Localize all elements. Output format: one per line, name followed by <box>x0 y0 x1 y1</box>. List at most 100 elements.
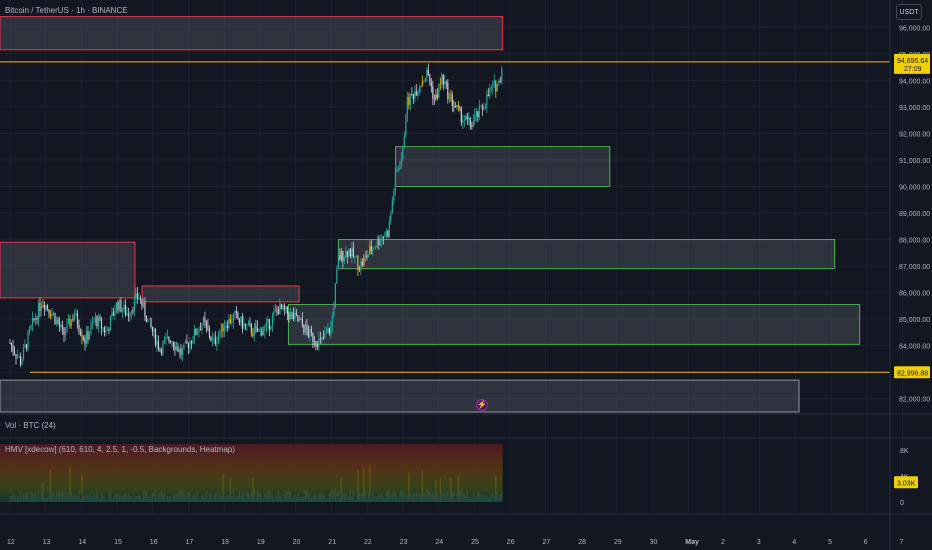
candle-body <box>184 341 187 344</box>
candle-body <box>366 255 368 258</box>
candle-body <box>109 316 112 331</box>
candle-body <box>249 323 251 325</box>
hmv-pane-label: HMV [xdecow] (610, 610, 4, 2.5, 1, -0.5,… <box>5 445 235 454</box>
candle-body <box>327 328 329 333</box>
candle-body <box>139 297 142 300</box>
candle-body <box>433 98 435 100</box>
candle-body <box>363 257 365 265</box>
candle-body <box>364 255 366 258</box>
candle-body <box>96 316 98 327</box>
candle-body <box>81 334 83 338</box>
candle-body <box>424 78 426 82</box>
candle-body <box>483 108 485 110</box>
candle-body <box>88 333 91 340</box>
candle-body <box>418 87 420 92</box>
candle-body <box>274 309 276 312</box>
candle-body <box>456 105 458 108</box>
candle-body <box>328 328 330 334</box>
y-tick-label: 92,000.00 <box>899 131 930 138</box>
candle-body <box>412 94 414 99</box>
candle-body <box>406 97 408 115</box>
candle-body <box>219 332 221 336</box>
x-tick-label: 27 <box>543 539 551 546</box>
candle-body <box>138 297 140 299</box>
candle-body <box>12 345 14 352</box>
candle-body <box>339 255 341 260</box>
candle-body <box>475 111 477 116</box>
candle-body <box>31 318 34 326</box>
candle-body <box>42 305 44 307</box>
candle-body <box>235 310 238 313</box>
candle-body <box>145 316 148 323</box>
candle-body <box>490 87 492 90</box>
candle-body <box>226 325 229 329</box>
candle-body <box>16 356 19 358</box>
candle-body <box>45 305 47 310</box>
candle-body <box>180 348 182 355</box>
candle-body <box>411 94 413 95</box>
candle-body <box>27 332 29 349</box>
candle-body <box>453 105 455 107</box>
supply-zone-2 <box>141 285 300 303</box>
candle-body <box>481 105 483 110</box>
candle-body <box>85 331 88 344</box>
candle-body <box>82 337 85 340</box>
candle-body <box>307 330 309 337</box>
candle-body <box>247 323 250 326</box>
candle-body <box>252 333 254 336</box>
last-price-label: 94,695.64 <box>897 58 928 65</box>
candle-body <box>447 83 449 100</box>
candle-body <box>358 269 360 270</box>
candle-body <box>64 332 67 335</box>
candle-body <box>301 319 303 326</box>
candle-body <box>319 338 321 340</box>
volume-y-tick-label: 0 <box>900 500 904 507</box>
candle-body <box>112 312 115 316</box>
candle-body <box>361 261 363 265</box>
candle-body <box>484 106 486 109</box>
candle-body <box>205 322 208 326</box>
candle-body <box>438 84 440 98</box>
candle-body <box>255 326 257 328</box>
currency-button[interactable]: USDT <box>896 4 922 20</box>
candle-body <box>312 332 314 342</box>
candle-body <box>258 329 260 332</box>
candle-body <box>318 338 320 348</box>
candle-body <box>195 328 197 335</box>
candle-body <box>133 298 136 312</box>
candle-body <box>462 120 464 123</box>
candle-body <box>49 313 52 317</box>
candle-body <box>426 69 428 79</box>
candle-body <box>381 237 383 242</box>
candle-body <box>435 94 437 100</box>
candle-body <box>295 312 297 316</box>
candle-body <box>175 346 178 350</box>
candle-body <box>228 318 230 329</box>
candle-body <box>430 82 432 87</box>
candle-body <box>78 325 80 332</box>
candle-body <box>304 324 306 333</box>
candle-body <box>97 316 100 327</box>
candle-body <box>331 316 333 327</box>
candle-body <box>355 256 357 258</box>
x-tick-label: 14 <box>78 539 86 546</box>
candle-body <box>336 268 338 284</box>
candle-body <box>306 324 308 331</box>
candle-body <box>174 346 176 350</box>
candle-body <box>240 316 242 323</box>
candle-body <box>22 347 25 360</box>
candle-body <box>199 329 202 331</box>
candle-body <box>144 302 146 317</box>
event-bolt-icon[interactable]: ⚡ <box>476 399 488 411</box>
candle-body <box>13 351 16 355</box>
candle-body <box>445 81 447 84</box>
candle-body <box>93 321 95 323</box>
candle-body <box>373 248 375 249</box>
candle-body <box>394 171 396 192</box>
y-tick-label: 82,000.00 <box>899 397 930 404</box>
candle-body <box>210 337 212 341</box>
candle-body <box>229 318 232 324</box>
candle-body <box>385 230 387 237</box>
candle-body <box>375 246 377 249</box>
